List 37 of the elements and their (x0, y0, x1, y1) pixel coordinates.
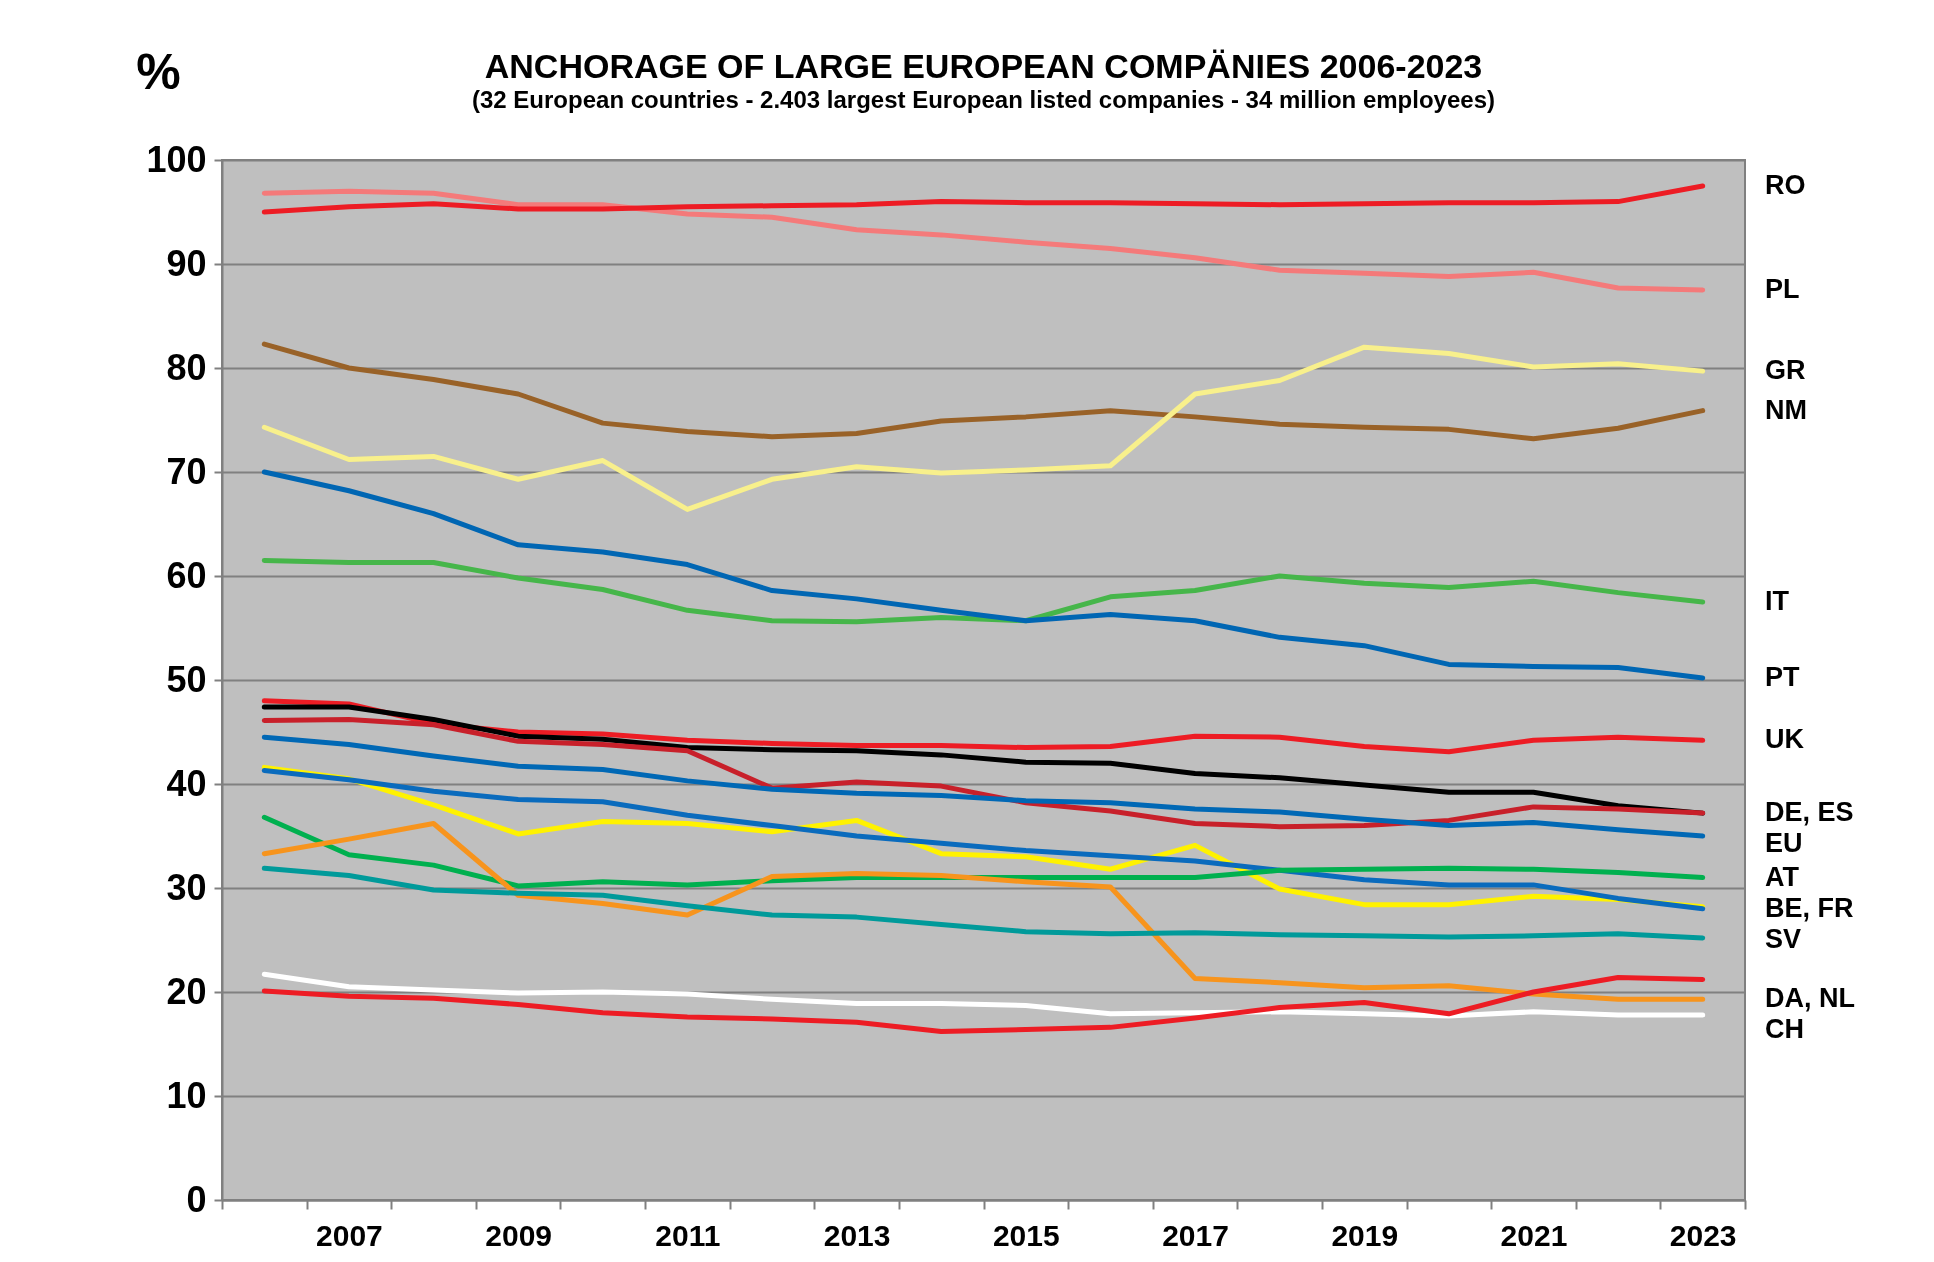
chart-subtitle: (32 European countries - 2.403 largest European listed companies - 34 million employees) (472, 86, 1495, 113)
y-tick-label: 0 (186, 1178, 207, 1220)
y-tick-label: 90 (166, 242, 207, 284)
y-tick-label: 30 (166, 866, 207, 908)
y-tick-label: 50 (166, 658, 207, 700)
x-tick-label: 2019 (1331, 1218, 1399, 1252)
text: DE, ES (1765, 797, 1854, 828)
x-tick-label: 2007 (316, 1218, 383, 1252)
text: GR (1765, 355, 1806, 386)
text: BE, FR (1765, 892, 1854, 923)
x-tick-label: 2013 (823, 1218, 891, 1252)
text: CH (1765, 1014, 1804, 1045)
x-tick-label: 2017 (1162, 1218, 1229, 1252)
text: NM (1765, 394, 1807, 425)
text: EU (1765, 828, 1803, 859)
x-tick-label: 2021 (1500, 1218, 1568, 1252)
text: AT (1765, 861, 1800, 892)
y-tick-label: 40 (166, 762, 207, 804)
x-tick-label: 2023 (1669, 1218, 1737, 1252)
y-axis-title: % (136, 43, 181, 100)
chart-title: ANCHORAGE OF LARGE EUROPEAN COMPÄNIES 2006-2023 (484, 47, 1483, 85)
x-tick-label: 2015 (992, 1218, 1060, 1252)
text: PT (1765, 661, 1801, 692)
text: RO (1765, 170, 1806, 200)
x-tick-label: 2009 (485, 1218, 553, 1252)
text: IT (1765, 586, 1790, 616)
y-tick-label: 10 (166, 1074, 207, 1116)
text: SV (1765, 923, 1802, 954)
y-tick-label: 20 (166, 970, 207, 1012)
x-tick-label: 2011 (655, 1218, 721, 1252)
y-tick-label: 80 (166, 346, 207, 388)
y-tick-label: 60 (166, 554, 207, 596)
text: UK (1765, 724, 1805, 755)
text: DA, NL (1765, 983, 1855, 1014)
y-tick-label: 100 (146, 138, 207, 180)
text: PL (1765, 274, 1800, 304)
y-tick-label: 70 (166, 450, 207, 492)
